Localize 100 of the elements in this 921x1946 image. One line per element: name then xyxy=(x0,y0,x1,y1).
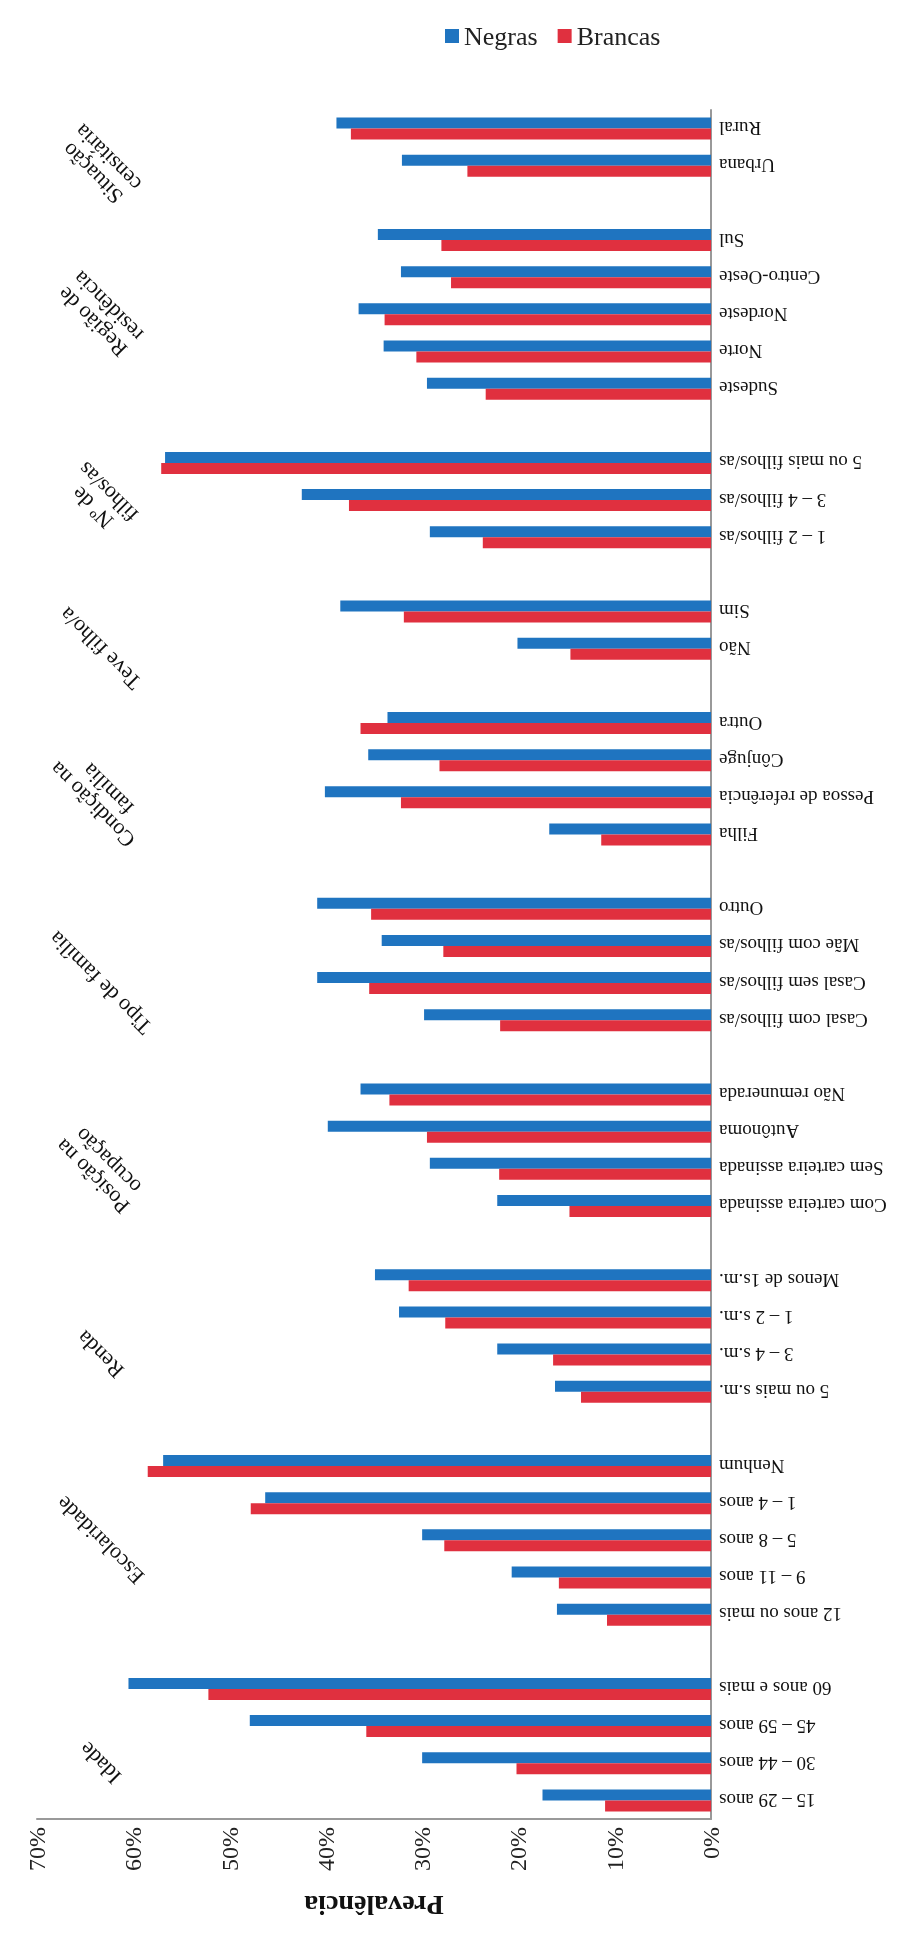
bar xyxy=(553,1354,711,1366)
bar xyxy=(416,351,711,363)
y-tick-label: Filha xyxy=(718,823,759,845)
y-tick-label: Nenhum xyxy=(718,1455,785,1477)
bar xyxy=(500,1020,711,1032)
bar xyxy=(422,1752,711,1764)
y-tick-label: 5 – 8 anos xyxy=(719,1529,797,1551)
bar xyxy=(408,1280,711,1292)
y-tick-label: 5 ou mais filhos/as xyxy=(719,452,863,474)
bar xyxy=(485,388,711,400)
bar xyxy=(400,266,711,278)
y-tick-label: Sem carteira assinada xyxy=(718,1158,884,1180)
bar xyxy=(327,1120,711,1132)
bar xyxy=(401,154,711,166)
bar xyxy=(384,314,711,326)
y-tick-label: 1 – 2 filhos/as xyxy=(719,526,827,548)
bar xyxy=(389,1094,711,1106)
bar xyxy=(208,1688,711,1700)
y-tick-label: Nordeste xyxy=(719,303,788,325)
x-tick-label: 0% xyxy=(698,1827,724,1859)
bar xyxy=(336,117,711,129)
y-tick-label: Cônjuge xyxy=(719,749,784,771)
bar xyxy=(443,945,711,957)
y-tick-label: Norte xyxy=(719,340,763,362)
bar xyxy=(163,1455,711,1467)
bar xyxy=(601,834,711,846)
y-tick-label: Casal com filhos/as xyxy=(719,1009,868,1031)
y-tick-label: Casal sem filhos/as xyxy=(719,972,866,994)
bar xyxy=(165,451,711,463)
y-tick-label: 12 anos ou mais xyxy=(719,1604,842,1626)
y-tick-label: Autônoma xyxy=(718,1121,800,1143)
y-tick-label: 45 – 59 anos xyxy=(719,1715,816,1737)
bar xyxy=(429,526,711,538)
bar xyxy=(317,972,711,984)
bar xyxy=(381,934,711,946)
bar xyxy=(348,500,711,512)
bar xyxy=(467,165,711,177)
y-tick-label: 3 – 4 filhos/as xyxy=(719,489,827,511)
bar xyxy=(424,1009,711,1021)
bar xyxy=(400,797,711,809)
bar xyxy=(549,823,711,835)
y-tick-label: 3 – 4 s.m. xyxy=(719,1344,794,1366)
bar xyxy=(445,1317,711,1329)
bar xyxy=(570,648,711,660)
bar xyxy=(250,1503,711,1515)
bar xyxy=(358,303,711,315)
bar xyxy=(366,1726,711,1738)
legend-label: Brancas xyxy=(576,21,661,51)
y-tick-label: Urbana xyxy=(718,155,775,177)
bar xyxy=(371,908,711,920)
y-tick-label: Sul xyxy=(719,229,745,251)
x-tick-label: 50% xyxy=(216,1827,243,1871)
bar xyxy=(444,1540,711,1552)
y-tick-label: 60 anos e mais xyxy=(719,1678,832,1700)
bar xyxy=(301,489,711,501)
bar xyxy=(499,1168,711,1180)
bar xyxy=(147,1466,711,1478)
bar xyxy=(511,1566,711,1578)
bar xyxy=(497,1194,711,1206)
x-axis-title: Prevalência xyxy=(304,1889,444,1921)
bar xyxy=(161,462,711,474)
y-tick-label: Outra xyxy=(718,712,763,734)
bar xyxy=(439,760,711,772)
bar xyxy=(369,983,711,995)
y-tick-label: Sim xyxy=(718,601,750,623)
bar xyxy=(482,537,711,549)
bar xyxy=(383,340,711,352)
x-tick-label: 70% xyxy=(24,1827,50,1871)
bar xyxy=(387,712,711,724)
y-tick-label: Mãe com filhos/as xyxy=(719,935,860,957)
bar xyxy=(555,1380,711,1392)
bar xyxy=(441,240,711,252)
bar xyxy=(128,1677,711,1689)
bar xyxy=(558,1577,711,1589)
x-tick-label: 30% xyxy=(409,1827,436,1871)
y-tick-label: Centro-Oeste xyxy=(719,266,821,288)
bar xyxy=(265,1492,711,1504)
bar xyxy=(542,1789,711,1801)
bar xyxy=(517,637,711,649)
bar xyxy=(426,377,711,389)
bar xyxy=(605,1800,711,1812)
y-tick-label: 9 – 11 anos xyxy=(719,1567,806,1589)
bar xyxy=(429,1157,711,1169)
x-tick-label: 20% xyxy=(505,1827,532,1871)
y-tick-label: Rural xyxy=(719,118,762,140)
y-tick-label: Menos de 1s.m. xyxy=(719,1269,840,1291)
y-tick-label: Outro xyxy=(719,898,764,920)
bar xyxy=(340,600,711,612)
bar xyxy=(556,1603,711,1615)
bar xyxy=(451,277,711,289)
bar xyxy=(317,897,711,909)
x-tick-label: 40% xyxy=(312,1827,339,1871)
y-tick-label: Pessoa de referência xyxy=(718,786,875,808)
x-tick-label: 60% xyxy=(120,1827,147,1871)
y-tick-label: 30 – 44 anos xyxy=(719,1752,816,1774)
bar xyxy=(403,611,711,623)
x-tick-label: 10% xyxy=(601,1827,628,1871)
bar xyxy=(497,1343,711,1355)
bar xyxy=(360,723,711,735)
bar xyxy=(399,1306,711,1318)
